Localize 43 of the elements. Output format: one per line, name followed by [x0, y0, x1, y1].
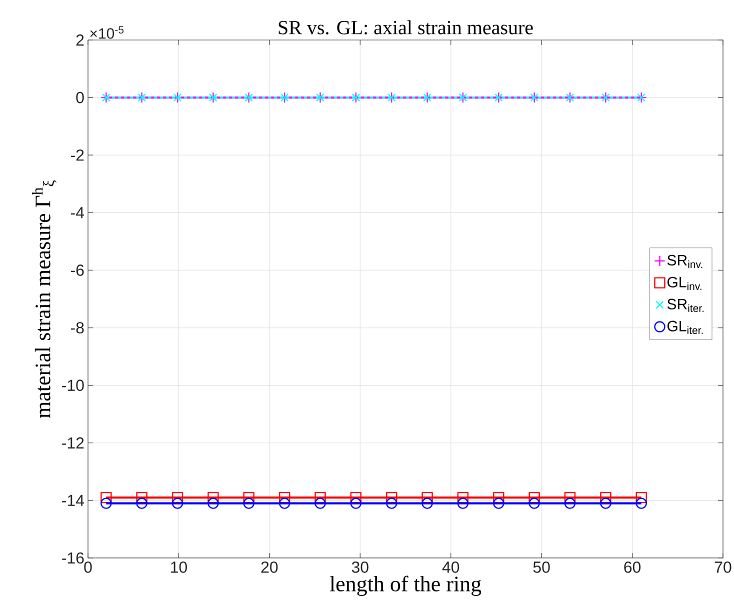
legend-label: GL$_{iter.}$ — [667, 320, 703, 334]
point — [243, 498, 254, 509]
point — [208, 498, 219, 509]
x-tick-label: 0 — [84, 562, 92, 573]
point — [422, 498, 433, 509]
point — [100, 492, 112, 504]
y-tick-label: -10 — [62, 380, 84, 391]
point — [457, 498, 469, 509]
x-tick-label: 40 — [442, 562, 460, 573]
y-tick-label: -14 — [62, 494, 84, 506]
y-tick-label: -16 — [62, 552, 84, 564]
point — [564, 498, 576, 509]
chart-title: SR vs. GL: axial strain measure — [278, 20, 533, 34]
point — [528, 498, 540, 509]
x-tick-label: 20 — [261, 562, 278, 573]
point — [350, 498, 362, 509]
point — [314, 498, 326, 509]
y-axis-title: material strain measure Γ$^{h}$ξ — [32, 180, 56, 418]
point — [136, 498, 148, 509]
y-tick-label: -12 — [62, 437, 84, 448]
y-tick-label: -8 — [70, 322, 84, 334]
point — [278, 498, 290, 509]
point — [100, 498, 112, 509]
legend-label: GL$_{inv.}$ — [667, 276, 702, 290]
y-tick-label: 0 — [76, 92, 84, 104]
point — [493, 498, 504, 509]
point — [600, 498, 612, 509]
text: ×10$^{-5}$ — [90, 26, 124, 39]
x-tick-label: 70 — [714, 562, 732, 573]
y-tick-label: -6 — [70, 264, 84, 276]
x-tick-label: 50 — [533, 562, 550, 573]
x-tick-label: 10 — [171, 562, 187, 573]
point — [386, 498, 398, 509]
y-tick-label: -2 — [70, 150, 84, 161]
x-axis-title: length of the ring — [330, 576, 482, 596]
x-tick-label: 60 — [624, 562, 641, 573]
y-tick-label: 2 — [76, 34, 84, 46]
point — [636, 498, 647, 509]
legend-label: SR$_{inv.}$ — [667, 254, 702, 268]
x-tick-label: 30 — [352, 562, 368, 573]
legend-label: SR$_{iter.}$ — [667, 298, 704, 312]
y-tick-label: -4 — [70, 207, 84, 218]
point — [172, 498, 184, 509]
